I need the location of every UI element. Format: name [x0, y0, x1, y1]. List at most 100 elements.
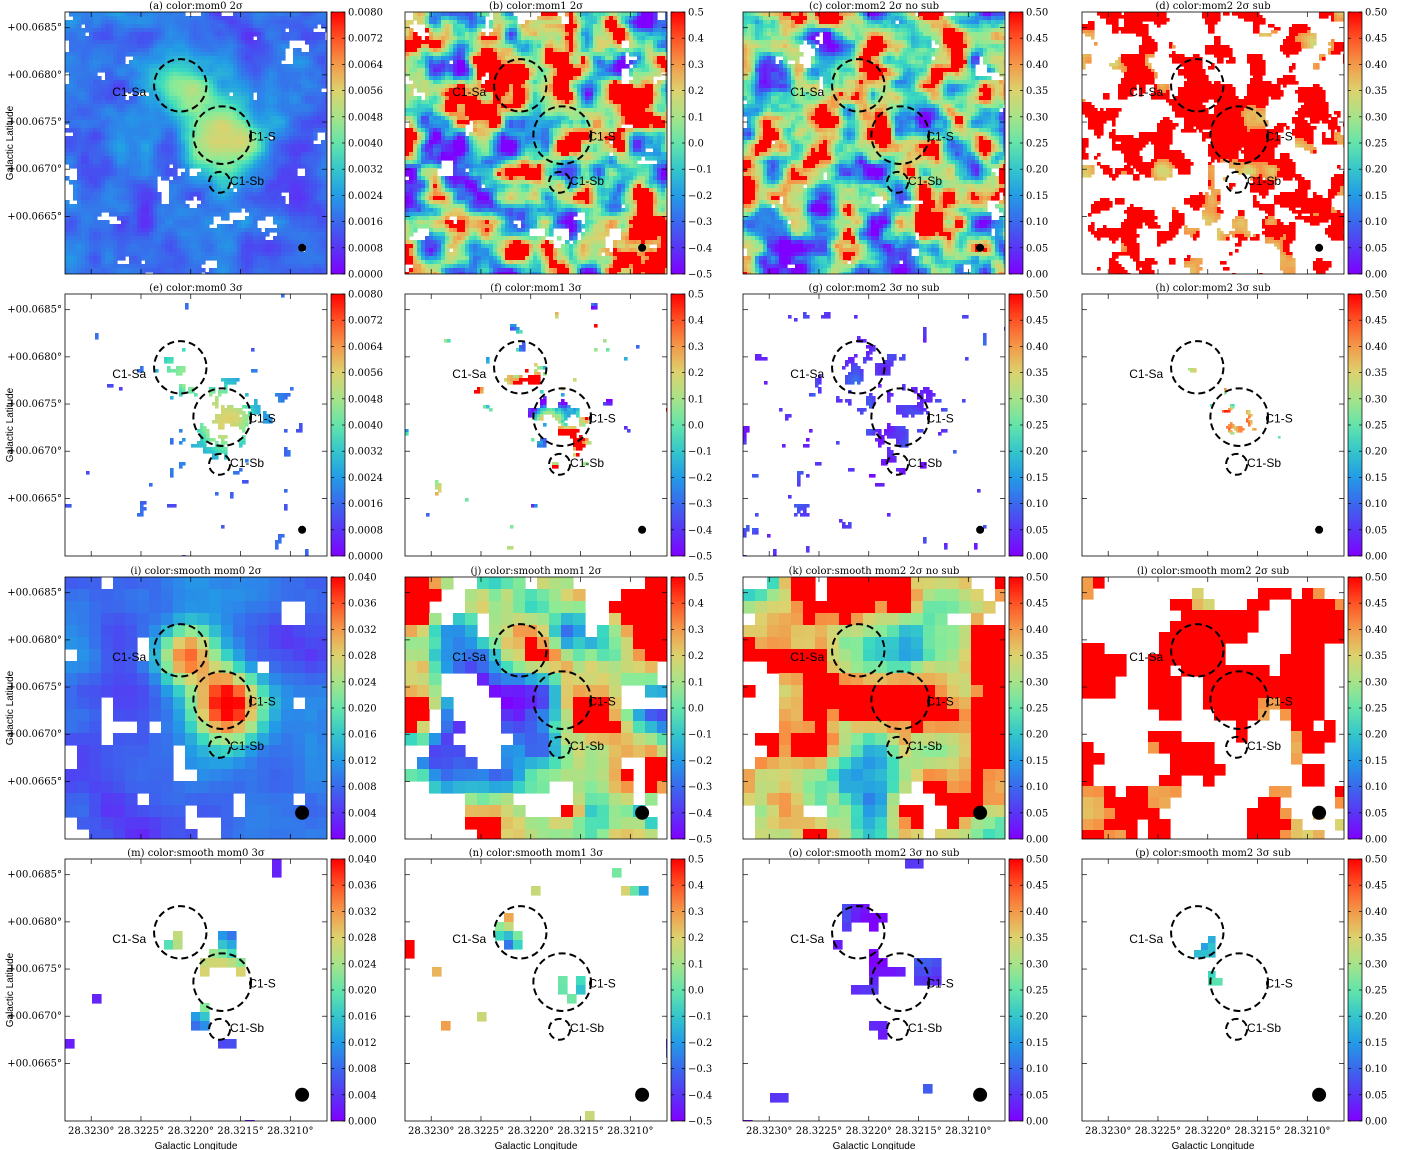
emission-pixel	[145, 96, 150, 101]
emission-pixel	[81, 264, 86, 269]
emission-pixel	[313, 272, 318, 274]
emission-pixel	[273, 176, 278, 181]
emission-pixel	[149, 148, 154, 153]
emission-pixel	[429, 64, 434, 69]
emission-pixel	[497, 40, 502, 45]
emission-pixel	[181, 44, 186, 49]
emission-pixel	[233, 236, 238, 241]
emission-pixel	[141, 184, 146, 189]
emission-pixel	[293, 68, 298, 73]
emission-pixel	[233, 52, 238, 57]
emission-pixel	[93, 188, 98, 193]
emission-pixel	[301, 124, 306, 129]
emission-pixel	[229, 240, 234, 245]
emission-pixel	[201, 224, 206, 229]
emission-pixel	[113, 168, 118, 173]
emission-pixel	[185, 128, 190, 133]
emission-pixel	[137, 184, 142, 189]
emission-pixel	[297, 68, 302, 73]
emission-pixel	[77, 180, 82, 185]
emission-pixel	[93, 212, 98, 217]
emission-pixel	[213, 232, 218, 237]
emission-pixel	[517, 32, 522, 37]
emission-pixel	[73, 252, 78, 257]
emission-pixel	[149, 68, 154, 73]
emission-pixel	[305, 172, 310, 177]
emission-pixel	[313, 240, 318, 245]
emission-pixel	[73, 64, 78, 69]
emission-pixel	[125, 128, 130, 133]
emission-pixel	[417, 44, 422, 49]
emission-pixel	[169, 240, 174, 245]
emission-pixel	[109, 104, 114, 109]
emission-pixel	[521, 36, 526, 41]
colorbar-tick-label: 0.0040	[348, 139, 383, 150]
emission-pixel	[297, 196, 302, 201]
emission-pixel	[65, 208, 70, 213]
emission-pixel	[89, 260, 94, 265]
emission-pixel	[113, 100, 118, 105]
emission-pixel	[613, 40, 618, 45]
emission-pixel	[141, 164, 146, 169]
emission-pixel	[325, 116, 327, 121]
emission-pixel	[153, 56, 158, 61]
emission-pixel	[261, 248, 266, 253]
emission-pixel	[533, 48, 538, 53]
emission-pixel	[325, 180, 327, 185]
emission-pixel	[225, 176, 230, 181]
emission-pixel	[509, 20, 514, 25]
emission-pixel	[157, 104, 162, 109]
emission-pixel	[125, 172, 130, 177]
emission-pixel	[225, 32, 230, 37]
emission-pixel	[189, 136, 194, 141]
emission-pixel	[97, 40, 102, 45]
emission-pixel	[245, 32, 250, 37]
emission-pixel	[525, 20, 530, 25]
emission-pixel	[477, 40, 482, 45]
emission-pixel	[265, 140, 270, 145]
emission-pixel	[281, 240, 286, 245]
emission-pixel	[113, 116, 118, 121]
emission-pixel	[317, 256, 322, 261]
emission-pixel	[121, 60, 126, 65]
emission-pixel	[85, 236, 90, 241]
emission-pixel	[221, 172, 226, 177]
emission-pixel	[121, 108, 126, 113]
emission-pixel	[289, 244, 294, 249]
emission-pixel	[293, 240, 298, 245]
emission-pixel	[93, 220, 98, 225]
emission-pixel	[313, 76, 318, 81]
emission-pixel	[109, 116, 114, 121]
emission-pixel	[297, 232, 302, 237]
emission-pixel	[545, 60, 550, 65]
colorbar-tick-label: 0.0032	[348, 165, 383, 176]
emission-pixel	[201, 24, 206, 29]
emission-pixel	[289, 132, 294, 137]
emission-pixel	[293, 220, 298, 225]
emission-pixel	[577, 44, 582, 49]
emission-pixel	[261, 168, 266, 173]
emission-pixel	[117, 168, 122, 173]
emission-pixel	[153, 220, 158, 225]
emission-pixel	[649, 32, 654, 37]
emission-pixel	[85, 176, 90, 181]
emission-pixel	[409, 32, 414, 37]
emission-pixel	[293, 204, 298, 209]
emission-pixel	[109, 176, 114, 181]
emission-pixel	[265, 152, 270, 157]
emission-pixel	[77, 208, 82, 213]
emission-pixel	[297, 36, 302, 41]
emission-pixel	[181, 64, 186, 69]
emission-pixel	[121, 72, 126, 77]
emission-pixel	[277, 236, 282, 241]
emission-pixel	[209, 92, 214, 97]
emission-pixel	[173, 12, 178, 17]
emission-pixel	[141, 144, 146, 149]
emission-pixel	[277, 92, 282, 97]
emission-pixel	[229, 228, 234, 233]
emission-pixel	[165, 272, 170, 274]
emission-pixel	[93, 120, 98, 125]
emission-pixel	[225, 232, 230, 237]
emission-pixel	[81, 72, 86, 77]
emission-pixel	[541, 12, 546, 17]
